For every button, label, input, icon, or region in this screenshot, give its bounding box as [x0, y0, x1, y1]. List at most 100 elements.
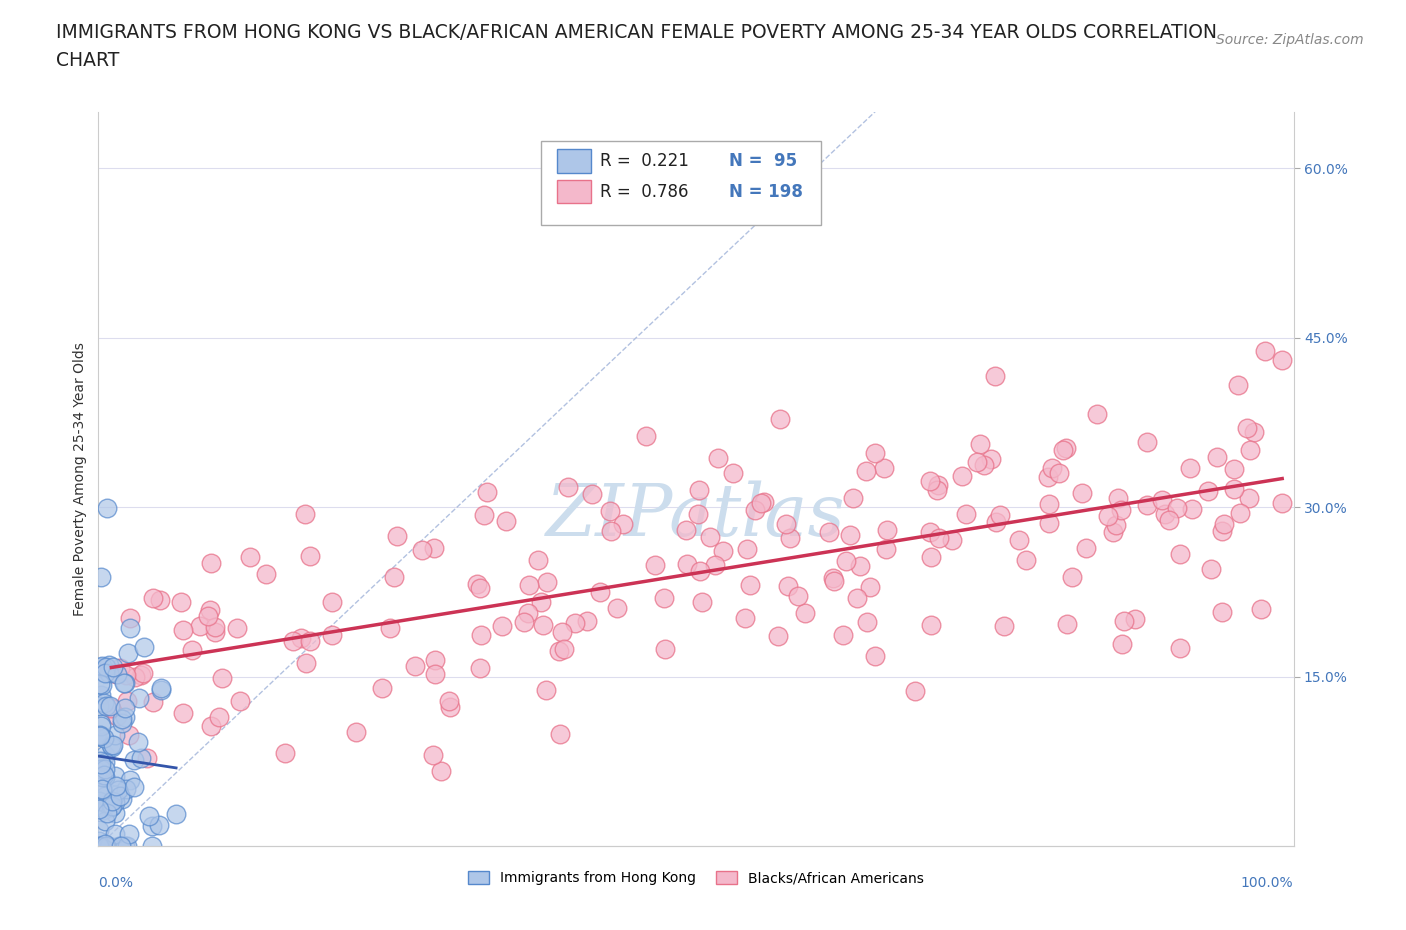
Point: [477, 485, 499, 499]
Text: 100.0%: 100.0%: [1241, 876, 1294, 890]
Point: [98, 698, 121, 713]
Point: [950, 468, 973, 483]
Point: [90, 569, 112, 584]
Point: [536, 575, 558, 590]
Point: [110, 789, 132, 804]
Point: [200, 555, 222, 570]
Point: [197, 608, 219, 623]
Point: [1157, 512, 1180, 527]
Y-axis label: Female Poverty Among 25-34 Year Olds: Female Poverty Among 25-34 Year Olds: [73, 342, 87, 616]
Point: [1271, 495, 1294, 510]
Point: [465, 577, 488, 591]
Point: [688, 483, 710, 498]
Point: [110, 839, 132, 854]
Point: [115, 781, 138, 796]
Point: [142, 591, 165, 605]
Text: N = 198: N = 198: [730, 182, 803, 201]
Point: [439, 699, 461, 714]
Point: [495, 513, 517, 528]
Point: [984, 515, 1007, 530]
Point: [636, 429, 658, 444]
Point: [846, 591, 869, 605]
Point: [89, 839, 111, 854]
Point: [675, 523, 697, 538]
Point: [654, 642, 676, 657]
Point: [839, 528, 862, 543]
Point: [141, 839, 163, 854]
Point: [117, 839, 139, 854]
Point: [371, 681, 394, 696]
Point: [208, 710, 231, 724]
Point: [104, 827, 127, 842]
Point: [787, 589, 810, 604]
Point: [90, 716, 112, 731]
Point: [104, 727, 127, 742]
Point: [136, 751, 159, 765]
Point: [94, 814, 117, 829]
Point: [769, 412, 792, 427]
Point: [104, 779, 127, 794]
Point: [776, 578, 799, 593]
Point: [90, 783, 112, 798]
Point: [904, 683, 927, 698]
Point: [600, 524, 623, 538]
Point: [1054, 441, 1077, 456]
Point: [841, 491, 863, 506]
Point: [557, 479, 579, 494]
Point: [94, 748, 117, 763]
Point: [606, 601, 628, 616]
Point: [873, 460, 896, 475]
Point: [118, 827, 141, 842]
Point: [103, 795, 125, 810]
Point: [190, 618, 212, 633]
Point: [98, 665, 121, 680]
Point: [90, 762, 112, 777]
Point: [111, 711, 134, 726]
Point: [384, 569, 406, 584]
Point: [1042, 460, 1064, 475]
Point: [973, 458, 995, 472]
Point: [863, 445, 886, 460]
Point: [699, 530, 721, 545]
Point: [823, 571, 845, 586]
Point: [111, 716, 134, 731]
Point: [1223, 461, 1246, 476]
Point: [1038, 515, 1060, 530]
Point: [105, 666, 128, 681]
Point: [120, 773, 142, 788]
Point: [941, 533, 963, 548]
Point: [1227, 378, 1250, 392]
Point: [1211, 604, 1233, 619]
Point: [576, 613, 599, 628]
Point: [1239, 443, 1261, 458]
Point: [735, 541, 758, 556]
Point: [134, 640, 156, 655]
Text: R =  0.786: R = 0.786: [600, 182, 689, 201]
Point: [120, 611, 142, 626]
Point: [859, 579, 882, 594]
Point: [131, 751, 153, 765]
Point: [118, 621, 141, 636]
Point: [1250, 602, 1272, 617]
Point: [89, 728, 111, 743]
Point: [734, 611, 756, 626]
Point: [920, 525, 942, 539]
Point: [228, 694, 250, 709]
Text: 0.0%: 0.0%: [98, 876, 134, 890]
Point: [468, 660, 491, 675]
Point: [1097, 509, 1119, 524]
Point: [740, 578, 762, 592]
Point: [91, 803, 114, 817]
Point: [117, 694, 139, 709]
Point: [94, 839, 117, 854]
Point: [468, 580, 491, 595]
Point: [425, 666, 447, 681]
Point: [920, 618, 942, 632]
Point: [920, 550, 942, 565]
Point: [1170, 547, 1192, 562]
Point: [93, 731, 115, 746]
Point: [1211, 524, 1233, 538]
Point: [1178, 461, 1201, 476]
Point: [200, 718, 222, 733]
Point: [274, 745, 297, 760]
